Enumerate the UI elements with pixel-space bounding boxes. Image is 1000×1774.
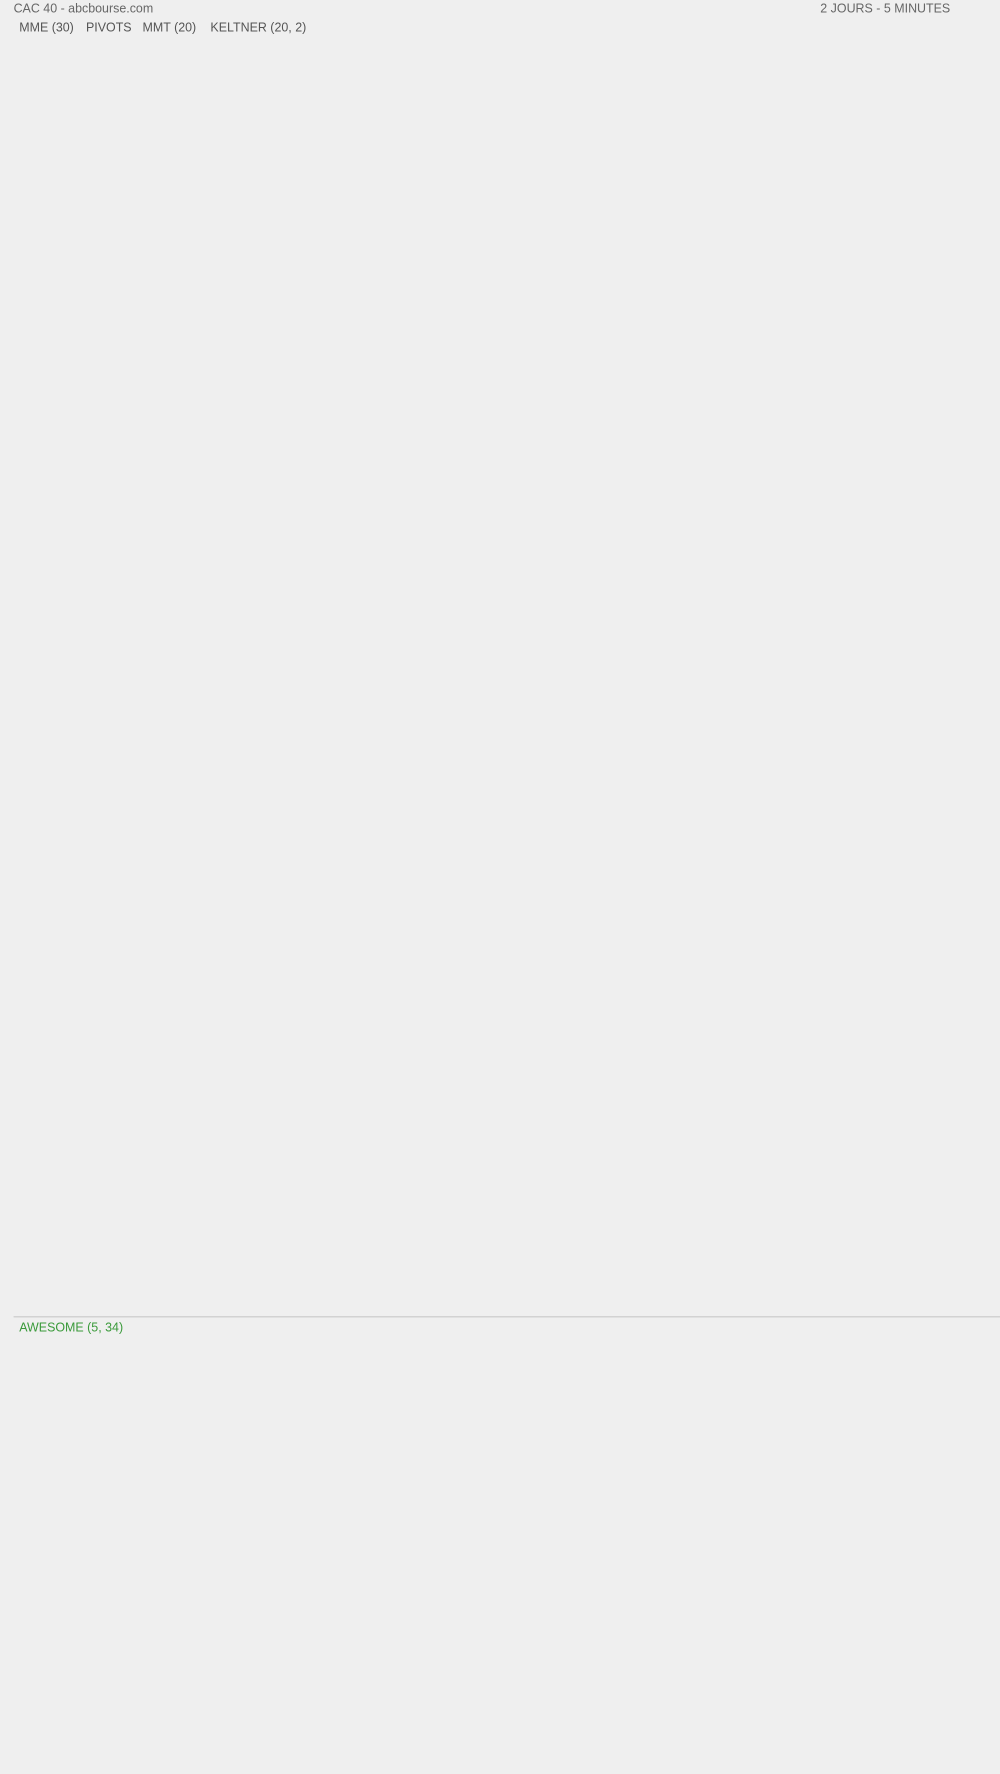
legend-item[interactable]: PIVOTS bbox=[86, 21, 132, 35]
legend-item[interactable]: KELTNER (20, 2) bbox=[210, 21, 306, 35]
chart-title: CAC 40 - abcbourse.com bbox=[14, 1, 154, 15]
legend-item[interactable]: MMT (20) bbox=[143, 21, 197, 35]
chart-subtitle: 2 JOURS - 5 MINUTES bbox=[820, 1, 950, 15]
oscillator-title: AWESOME (5, 34) bbox=[19, 1320, 123, 1334]
legend-item[interactable]: MME (30) bbox=[19, 21, 74, 35]
